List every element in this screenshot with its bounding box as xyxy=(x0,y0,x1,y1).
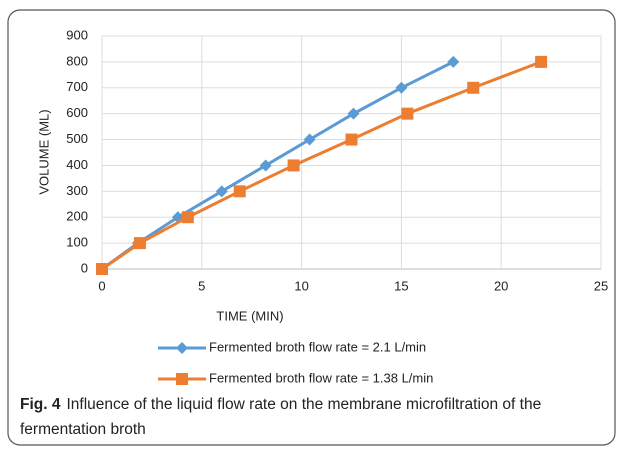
marker xyxy=(181,211,194,224)
x-axis-label: TIME (MIN) xyxy=(216,308,283,323)
y-tick-label: 900 xyxy=(66,27,88,42)
y-tick-label: 200 xyxy=(66,209,88,224)
y-tick-label: 400 xyxy=(66,157,88,172)
y-tick-label: 500 xyxy=(66,131,88,146)
y-tick-label: 800 xyxy=(66,53,88,68)
marker xyxy=(467,81,480,94)
marker xyxy=(233,185,246,198)
y-tick-label: 0 xyxy=(81,260,88,275)
y-tick-label: 700 xyxy=(66,79,88,94)
marker xyxy=(259,159,272,172)
y-axis-label: VOLUME (ML) xyxy=(36,109,51,194)
marker xyxy=(535,55,548,68)
legend-marker xyxy=(176,342,188,354)
marker xyxy=(303,133,316,146)
x-tick-label: 10 xyxy=(294,278,308,293)
marker xyxy=(287,159,300,172)
caption-text: Influence of the liquid flow rate on the… xyxy=(20,396,542,438)
caption: Fig. 4 Influence of the liquid flow rate … xyxy=(20,392,568,442)
marker xyxy=(96,263,108,275)
x-tick-label: 20 xyxy=(494,278,508,293)
frame xyxy=(7,9,616,446)
marker xyxy=(215,185,228,198)
y-tick-label: 300 xyxy=(66,183,88,198)
legend-label: Fermented broth flow rate = 1.38 L/min xyxy=(209,370,433,385)
marker xyxy=(347,107,360,120)
y-tick-label: 600 xyxy=(66,105,88,120)
caption-label: Fig. 4 xyxy=(20,396,61,413)
x-tick-label: 25 xyxy=(594,278,608,293)
marker xyxy=(133,237,146,250)
marker xyxy=(345,133,358,146)
legend-label: Fermented broth flow rate = 2.1 L/min xyxy=(209,339,426,354)
x-tick-label: 0 xyxy=(98,278,105,293)
x-tick-label: 5 xyxy=(198,278,205,293)
marker xyxy=(447,55,460,68)
x-tick-label: 15 xyxy=(394,278,408,293)
marker xyxy=(395,81,408,94)
legend-marker xyxy=(176,373,188,385)
y-tick-label: 100 xyxy=(66,235,88,250)
marker xyxy=(401,107,414,120)
